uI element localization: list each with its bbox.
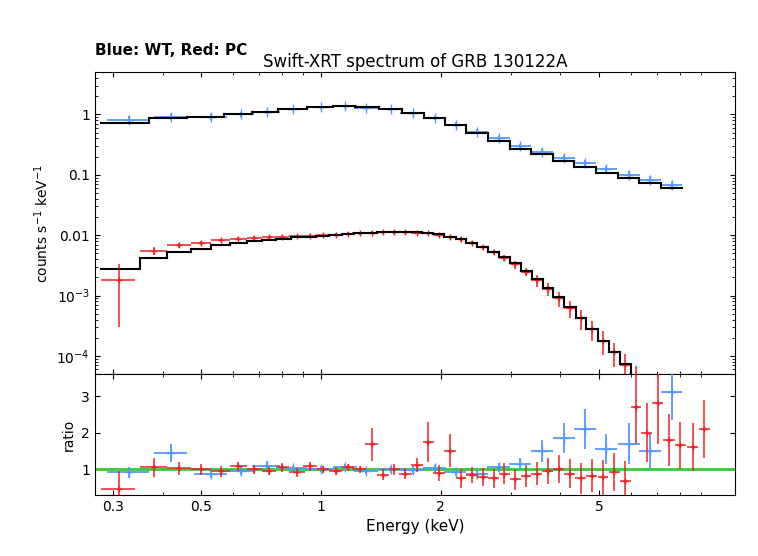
Text: Blue: WT, Red: PC: Blue: WT, Red: PC: [95, 43, 247, 58]
Title: Swift-XRT spectrum of GRB 130122A: Swift-XRT spectrum of GRB 130122A: [263, 53, 567, 71]
Y-axis label: ratio: ratio: [61, 418, 76, 450]
X-axis label: Energy (keV): Energy (keV): [366, 519, 464, 534]
Y-axis label: counts s$^{-1}$ keV$^{-1}$: counts s$^{-1}$ keV$^{-1}$: [33, 164, 51, 282]
